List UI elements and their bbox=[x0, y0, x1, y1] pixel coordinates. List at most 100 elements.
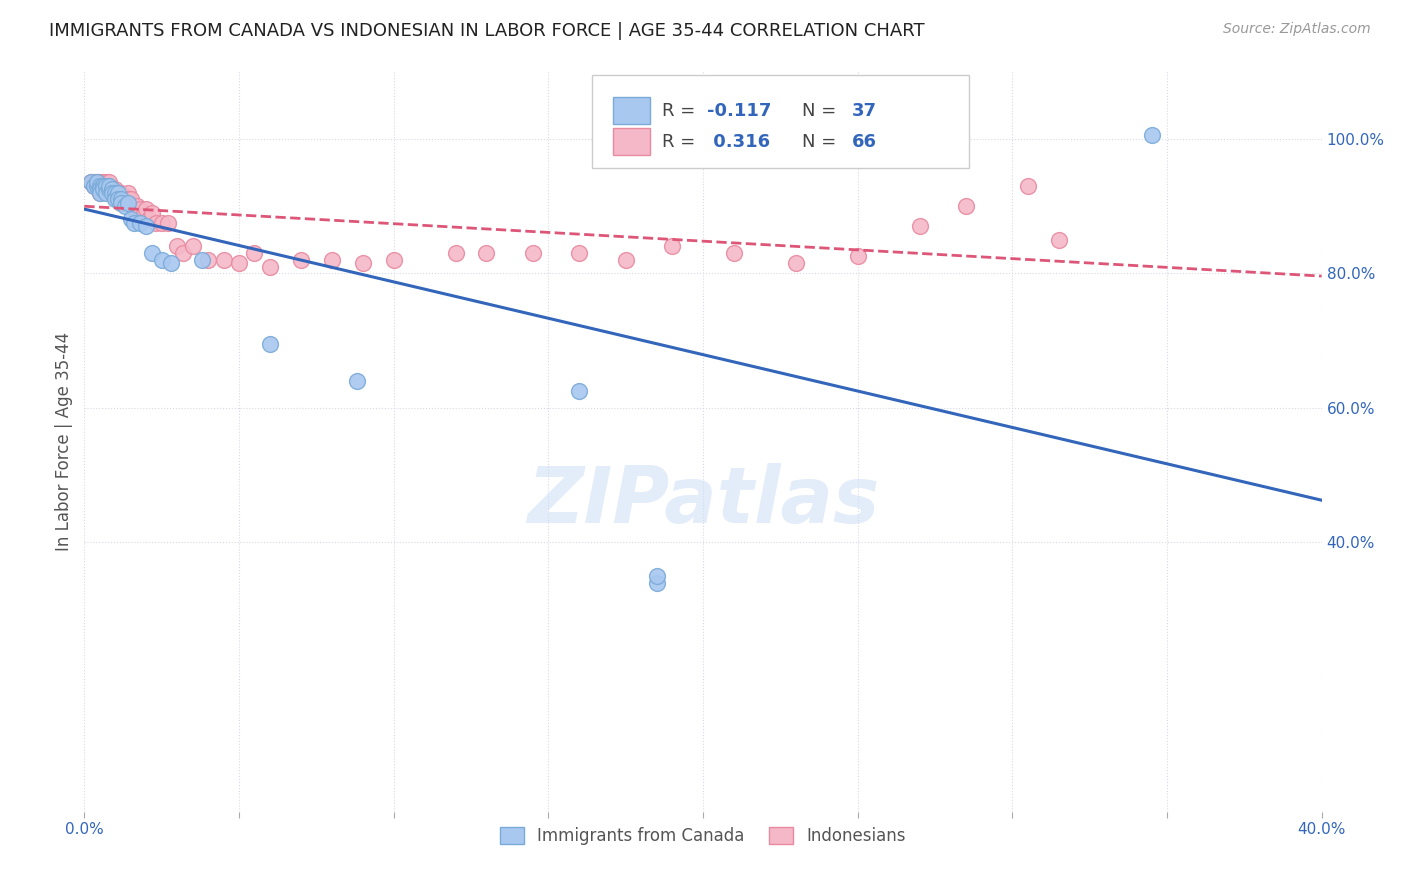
Point bbox=[91, 175, 114, 190]
Legend: Immigrants from Canada, Indonesians: Immigrants from Canada, Indonesians bbox=[494, 820, 912, 852]
Point bbox=[346, 374, 368, 388]
Point bbox=[104, 192, 127, 206]
Point bbox=[117, 192, 139, 206]
Point bbox=[86, 175, 108, 190]
Point bbox=[150, 216, 173, 230]
Point bbox=[846, 250, 869, 264]
Point bbox=[212, 252, 235, 267]
Point bbox=[955, 199, 977, 213]
Point bbox=[114, 192, 136, 206]
Point bbox=[83, 175, 105, 190]
Point bbox=[98, 182, 121, 196]
Point bbox=[91, 178, 114, 193]
FancyBboxPatch shape bbox=[613, 128, 650, 155]
Point bbox=[98, 182, 121, 196]
Point bbox=[352, 256, 374, 270]
Text: -0.117: -0.117 bbox=[707, 102, 770, 120]
Point bbox=[166, 239, 188, 253]
Point bbox=[94, 186, 117, 200]
Point bbox=[181, 239, 204, 253]
Point bbox=[117, 195, 139, 210]
Point bbox=[91, 178, 114, 193]
Point bbox=[228, 256, 250, 270]
Point bbox=[101, 186, 124, 200]
Point bbox=[91, 182, 114, 196]
Point bbox=[908, 219, 931, 234]
Point bbox=[107, 192, 129, 206]
Point bbox=[114, 199, 136, 213]
Point bbox=[259, 337, 281, 351]
Point bbox=[114, 189, 136, 203]
Point bbox=[475, 246, 498, 260]
Point bbox=[101, 182, 124, 196]
Point bbox=[98, 186, 121, 200]
Point bbox=[661, 239, 683, 253]
Point bbox=[141, 205, 163, 219]
Point bbox=[94, 182, 117, 196]
Text: 66: 66 bbox=[852, 133, 876, 151]
Point bbox=[259, 260, 281, 274]
Text: R =: R = bbox=[662, 102, 702, 120]
Point bbox=[107, 192, 129, 206]
Point bbox=[160, 256, 183, 270]
Point bbox=[132, 209, 155, 223]
Point bbox=[243, 246, 266, 260]
Point bbox=[1017, 178, 1039, 193]
Y-axis label: In Labor Force | Age 35-44: In Labor Force | Age 35-44 bbox=[55, 332, 73, 551]
Point bbox=[83, 178, 105, 193]
Point bbox=[94, 178, 117, 193]
Point bbox=[98, 175, 121, 190]
Point bbox=[98, 178, 121, 193]
Point bbox=[135, 202, 157, 217]
Text: N =: N = bbox=[801, 102, 842, 120]
Point bbox=[104, 186, 127, 200]
Point bbox=[785, 256, 807, 270]
Point bbox=[86, 178, 108, 193]
Point bbox=[94, 175, 117, 190]
Point bbox=[145, 216, 167, 230]
Point bbox=[107, 186, 129, 200]
Point bbox=[129, 202, 152, 217]
Point bbox=[117, 186, 139, 200]
FancyBboxPatch shape bbox=[592, 75, 969, 168]
Text: 0.316: 0.316 bbox=[707, 133, 770, 151]
Point bbox=[86, 178, 108, 193]
Text: Source: ZipAtlas.com: Source: ZipAtlas.com bbox=[1223, 22, 1371, 37]
Point bbox=[79, 175, 101, 190]
Point bbox=[444, 246, 467, 260]
Point bbox=[89, 182, 111, 196]
Point bbox=[382, 252, 405, 267]
Point bbox=[122, 216, 145, 230]
Point bbox=[110, 192, 132, 206]
Text: 37: 37 bbox=[852, 102, 876, 120]
Point bbox=[723, 246, 745, 260]
Point bbox=[110, 186, 132, 200]
Point bbox=[94, 178, 117, 193]
Point bbox=[1140, 128, 1163, 143]
Point bbox=[120, 212, 142, 227]
Point bbox=[172, 246, 194, 260]
Point bbox=[568, 246, 591, 260]
Point bbox=[138, 212, 160, 227]
Point bbox=[89, 186, 111, 200]
Point bbox=[197, 252, 219, 267]
Point bbox=[122, 199, 145, 213]
Point bbox=[129, 216, 152, 230]
Point bbox=[104, 182, 127, 196]
Text: IMMIGRANTS FROM CANADA VS INDONESIAN IN LABOR FORCE | AGE 35-44 CORRELATION CHAR: IMMIGRANTS FROM CANADA VS INDONESIAN IN … bbox=[49, 22, 925, 40]
Point bbox=[89, 178, 111, 193]
Point bbox=[614, 252, 637, 267]
Text: R =: R = bbox=[662, 133, 702, 151]
Point bbox=[110, 195, 132, 210]
Point bbox=[1047, 233, 1070, 247]
Point bbox=[191, 252, 214, 267]
Point bbox=[110, 195, 132, 210]
Point bbox=[645, 575, 668, 590]
Point bbox=[83, 178, 105, 193]
Text: N =: N = bbox=[801, 133, 842, 151]
Point bbox=[86, 175, 108, 190]
Point bbox=[321, 252, 343, 267]
Point bbox=[79, 175, 101, 190]
Point bbox=[150, 252, 173, 267]
Point bbox=[568, 384, 591, 398]
